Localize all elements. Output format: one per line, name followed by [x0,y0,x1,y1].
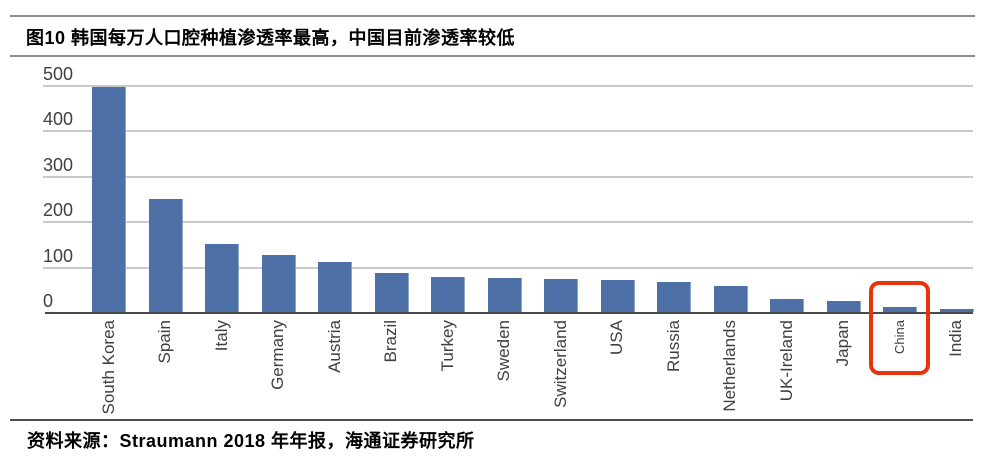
x-axis-label: Japan [833,320,852,367]
x-axis-label: South Korea [98,320,118,415]
bar-china [883,307,917,312]
x-axis-label: Turkey [437,320,457,372]
y-tick-label: 400 [43,109,74,130]
x-axis-label: USA [607,320,626,355]
bar-india [939,309,974,312]
y-tick-label: 200 [43,200,74,221]
x-axis-label: Switzerland [550,320,570,408]
x-axis-label: India [946,320,965,357]
x-axis-label: Netherlands [720,320,739,412]
bar-turkey [431,276,465,312]
title-rule-bottom [10,55,975,57]
bar-switzerland [544,279,578,312]
bar-japan [826,301,861,312]
footer-rule [10,419,973,421]
bar-germany [261,255,296,312]
y-tick-label: 100 [43,245,74,266]
y-tick-label: 300 [43,154,74,175]
gridline-500 [43,85,973,87]
title-rule-top [10,15,975,17]
y-tick-label: 500 [43,64,74,84]
bar-usa [600,280,635,312]
bar-south-korea [92,87,126,312]
bar-brazil [374,273,409,312]
y-tick-label: 0 [43,291,54,311]
x-axis-label: Brazil [381,320,400,363]
x-axis-line [45,312,973,314]
bar-spain [148,198,183,312]
x-axis-label: Italy [211,320,231,352]
x-axis-label: UK-Ireland [776,320,796,402]
x-axis-label: Sweden [494,320,513,382]
gridline-300 [43,175,973,178]
china-highlight-box [869,281,930,375]
x-axis-label: Austria [324,320,344,373]
bar-netherlands [713,285,748,312]
bar-austria [318,262,352,312]
bar-sweden [487,277,522,312]
source-note: 资料来源：Straumann 2018 年年报，海通证券研究所 [27,431,475,451]
gridline-100 [43,266,973,269]
bar-uk-ireland [770,299,804,312]
gridline-400 [43,130,973,133]
bar-chart: 0 100 200 300 400 500 South Korea Spain Italy Ger… [0,60,1000,415]
bar-italy [205,243,239,312]
figure-title: 图10 韩国每万人口腔种植渗透率最高，中国目前渗透率较低 [26,28,516,48]
x-axis-label: Germany [268,320,287,390]
bar-russia [657,282,691,312]
gridline-200 [43,221,973,224]
x-axis-label: Spain [155,320,174,364]
x-axis-label: Russia [663,320,683,372]
